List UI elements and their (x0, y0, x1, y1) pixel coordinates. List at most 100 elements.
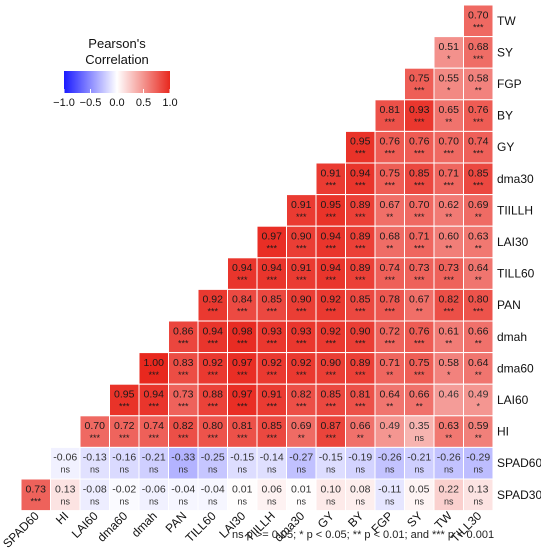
row-label: BY (497, 109, 513, 123)
cell-value: 0.82 (173, 420, 194, 432)
cell-value: -0.26 (378, 452, 402, 464)
cell-significance: * (447, 370, 451, 380)
cell-significance: * (447, 54, 451, 64)
heatmap-cell (345, 478, 376, 512)
cell-value: 0.70 (468, 9, 489, 21)
cell-significance: *** (148, 401, 159, 411)
cell-significance: *** (355, 212, 366, 222)
cell-value: 0.74 (468, 136, 489, 148)
cell-value: 0.82 (291, 388, 312, 400)
cell-significance: ns (355, 465, 365, 475)
cell-value: 0.22 (439, 483, 460, 495)
cell-significance: *** (119, 433, 130, 443)
heatmap-cell (345, 383, 376, 417)
cell-value: 0.70 (85, 420, 106, 432)
cell-significance: ** (475, 433, 483, 443)
cell-value: 0.94 (321, 230, 342, 242)
cell-value: 0.71 (380, 357, 401, 369)
cell-value: 0.74 (144, 420, 165, 432)
heatmap-cell (227, 415, 258, 448)
cell-significance: *** (296, 307, 307, 317)
heatmap-cell (463, 99, 494, 132)
cell-value: 0.06 (262, 483, 283, 495)
cell-significance: *** (414, 338, 425, 348)
cell-significance: *** (296, 401, 307, 411)
heatmap-cell (433, 415, 464, 448)
cell-value: 0.81 (232, 420, 253, 432)
cell-value: 0.70 (439, 136, 460, 148)
cell-value: -0.08 (83, 483, 107, 495)
cell-significance: *** (473, 180, 484, 190)
cell-value: -0.06 (142, 483, 166, 495)
significance-footnote: ns p >= 0.05; * p < 0.05; ** p < 0.01; a… (232, 529, 495, 541)
heatmap-cell (433, 36, 464, 69)
cell-value: 0.94 (262, 262, 283, 274)
cell-significance: ns (444, 465, 454, 475)
cell-significance: *** (384, 338, 395, 348)
cell-significance: ** (475, 85, 483, 95)
heatmap-cell (227, 446, 258, 480)
cell-value: -0.33 (171, 452, 195, 464)
cell-significance: *** (178, 433, 189, 443)
cell-value: 0.85 (321, 388, 342, 400)
heatmap-cell (463, 162, 494, 196)
heatmap-cell (256, 478, 287, 512)
cell-significance: ns (119, 465, 129, 475)
heatmap-cell (374, 383, 405, 417)
cell-value: 0.65 (439, 104, 460, 116)
cell-significance: *** (237, 401, 248, 411)
cell-significance: *** (384, 117, 395, 127)
cell-value: 0.94 (350, 167, 371, 179)
legend-title: Correlation (85, 52, 149, 67)
cell-value: 0.90 (291, 230, 312, 242)
cell-value: 0.81 (350, 388, 371, 400)
cell-value: 0.91 (291, 199, 312, 211)
cell-value: 0.01 (291, 483, 312, 495)
cell-value: 0.60 (439, 230, 460, 242)
cell-value: 0.51 (439, 41, 460, 53)
row-label: TILL60 (497, 267, 535, 281)
cell-significance: *** (237, 307, 248, 317)
cell-significance: *** (237, 433, 248, 443)
cell-value: -0.27 (289, 452, 313, 464)
cell-significance: *** (178, 338, 189, 348)
cell-significance: *** (296, 243, 307, 253)
heatmap-cell (286, 288, 317, 322)
cell-significance: *** (266, 401, 277, 411)
heatmap-cell (168, 320, 199, 354)
cell-value: 0.84 (232, 294, 253, 306)
heatmap-cell (315, 194, 346, 227)
heatmap-cell (197, 415, 228, 448)
cell-significance: *** (296, 338, 307, 348)
cell-significance: * (476, 401, 480, 411)
row-label: LAI30 (497, 235, 529, 249)
cell-significance: *** (473, 54, 484, 64)
cell-significance: *** (443, 307, 454, 317)
heatmap-cell (345, 162, 376, 196)
cell-value: 0.75 (409, 72, 430, 84)
cell-value: -0.04 (201, 483, 225, 495)
cell-value: 1.00 (144, 357, 165, 369)
cell-value: 0.73 (439, 262, 460, 274)
cell-value: -0.15 (319, 452, 343, 464)
cell-value: 0.71 (409, 230, 430, 242)
cell-value: 0.63 (468, 230, 489, 242)
cell-value: 0.92 (321, 325, 342, 337)
cell-significance: *** (384, 275, 395, 285)
cell-significance: ns (326, 465, 336, 475)
cell-significance: *** (414, 212, 425, 222)
cell-significance: *** (414, 275, 425, 285)
cell-significance: *** (355, 307, 366, 317)
cell-significance: *** (355, 275, 366, 285)
heatmap-cell (404, 99, 435, 132)
cell-value: 0.98 (232, 325, 253, 337)
cell-significance: ** (445, 433, 453, 443)
heatmap-cell (109, 446, 140, 480)
cell-value: 0.13 (468, 483, 489, 495)
heatmap-cell (286, 478, 317, 512)
heatmap-cell (286, 415, 317, 448)
cell-value: 0.59 (468, 420, 489, 432)
cell-significance: ns (178, 496, 188, 506)
heatmap-cell (463, 383, 494, 417)
cell-value: 0.91 (262, 388, 283, 400)
